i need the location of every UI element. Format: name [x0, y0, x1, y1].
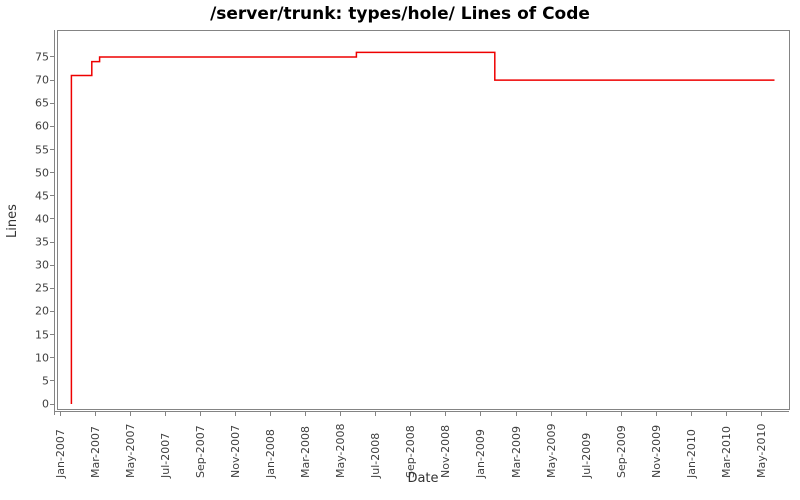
- plot-area: [57, 30, 790, 410]
- x-tick: [305, 412, 307, 416]
- y-tick-label: 35: [35, 235, 49, 249]
- x-tick: [270, 412, 272, 416]
- y-tick: [50, 172, 54, 174]
- x-tick: [60, 412, 61, 416]
- y-tick-label: 25: [35, 281, 49, 295]
- x-tick: [725, 412, 727, 416]
- y-tick: [50, 149, 54, 151]
- x-tick: [445, 412, 447, 416]
- y-tick: [50, 102, 54, 104]
- y-tick: [50, 195, 54, 197]
- y-axis-line: [54, 30, 55, 415]
- y-axis-title: Lines: [5, 204, 20, 238]
- x-tick-label: May-2010: [754, 423, 768, 478]
- y-tick: [50, 287, 54, 289]
- x-tick-label: May-2007: [124, 423, 138, 478]
- x-tick: [515, 412, 517, 416]
- x-tick: [235, 412, 237, 416]
- y-tick-label: 55: [35, 143, 49, 157]
- y-tick: [50, 125, 54, 127]
- x-tick: [95, 412, 97, 416]
- x-tick: [655, 412, 657, 416]
- y-tick: [50, 218, 54, 220]
- x-tick: [165, 412, 167, 416]
- y-tick-label: 65: [35, 96, 49, 110]
- y-tick: [50, 79, 54, 81]
- x-axis-line: [54, 411, 789, 412]
- y-tick-label: 20: [35, 304, 49, 318]
- x-tick: [480, 412, 482, 416]
- x-tick: [130, 412, 132, 416]
- y-tick-label: 10: [35, 351, 49, 365]
- y-tick-label: 60: [35, 119, 49, 133]
- x-tick-label: May-2008: [334, 423, 348, 478]
- y-tick-label: 30: [35, 258, 49, 272]
- y-tick-label: 0: [42, 397, 49, 411]
- y-tick-label: 45: [35, 189, 49, 203]
- x-tick: [550, 412, 552, 416]
- y-tick: [50, 334, 54, 336]
- y-tick: [50, 310, 54, 312]
- x-axis-title: Date: [407, 471, 439, 486]
- x-tick: [585, 412, 587, 416]
- x-tick: [620, 412, 622, 416]
- chart-title: /server/trunk: types/hole/ Lines of Code: [210, 4, 590, 24]
- y-tick-label: 15: [35, 328, 49, 342]
- y-tick-label: 50: [35, 166, 49, 180]
- x-tick-label: May-2009: [544, 423, 558, 478]
- y-tick-label: 70: [35, 73, 49, 87]
- y-tick-label: 40: [35, 212, 49, 226]
- x-tick: [340, 412, 342, 416]
- y-tick: [50, 380, 54, 382]
- y-tick: [50, 56, 54, 58]
- x-tick: [200, 412, 202, 416]
- y-tick-label: 75: [35, 50, 49, 64]
- x-tick: [690, 412, 692, 416]
- y-tick: [50, 264, 54, 266]
- y-tick: [50, 241, 54, 243]
- y-tick: [50, 357, 54, 359]
- x-tick: [375, 412, 377, 416]
- y-tick-label: 5: [42, 374, 49, 388]
- y-tick: [50, 403, 54, 405]
- x-tick: [410, 412, 412, 416]
- x-tick: [760, 412, 762, 416]
